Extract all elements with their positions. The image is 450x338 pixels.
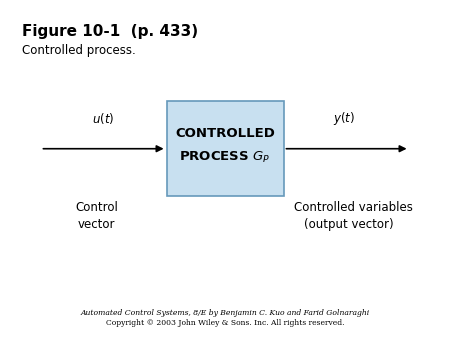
Text: CONTROLLED: CONTROLLED <box>175 127 275 140</box>
Text: PROCESS $\mathit{G}_P$: PROCESS $\mathit{G}_P$ <box>179 150 271 165</box>
Text: Copyright © 2003 John Wiley & Sons. Inc. All rights reserved.: Copyright © 2003 John Wiley & Sons. Inc.… <box>106 319 344 327</box>
Text: $y(t)$: $y(t)$ <box>333 110 356 127</box>
Text: Controlled variables: Controlled variables <box>294 201 413 214</box>
Text: Automated Control Systems, 8/E by Benjamin C. Kuo and Farid Golnaraghi: Automated Control Systems, 8/E by Benjam… <box>81 309 369 317</box>
Text: $u(t)$: $u(t)$ <box>92 111 115 126</box>
Bar <box>166 101 284 196</box>
Text: vector: vector <box>78 218 116 231</box>
Text: Control: Control <box>75 201 118 214</box>
Text: Controlled process.: Controlled process. <box>22 44 136 57</box>
Text: Figure 10-1  (p. 433): Figure 10-1 (p. 433) <box>22 24 198 39</box>
Text: (output vector): (output vector) <box>304 218 394 231</box>
